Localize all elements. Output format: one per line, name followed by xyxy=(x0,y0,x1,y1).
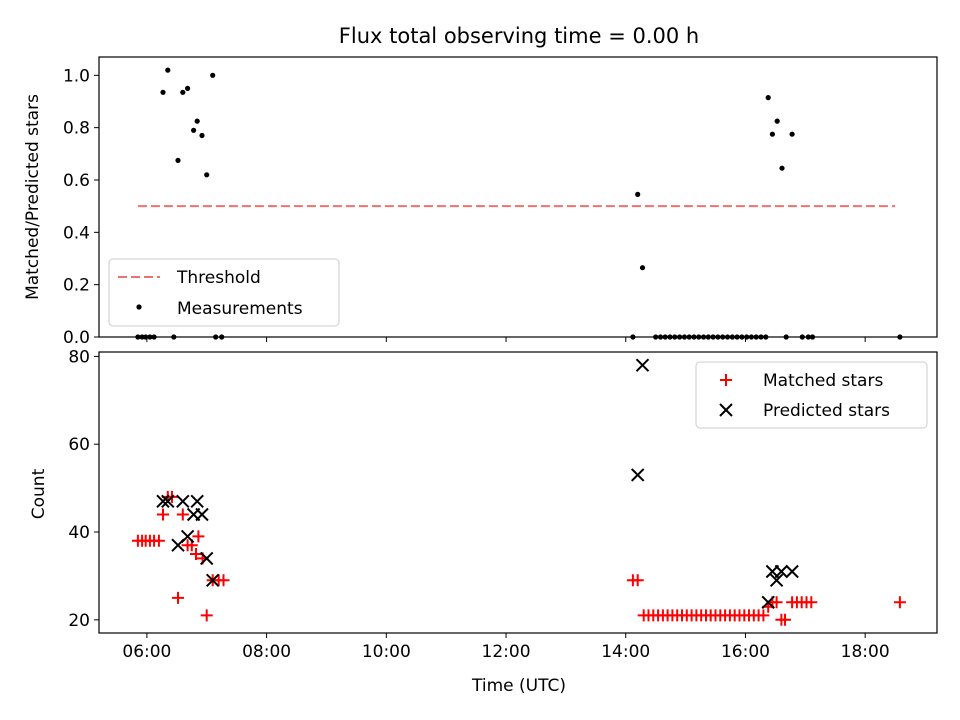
x-tick-label: 14:00 xyxy=(601,642,650,662)
top-plot-frame xyxy=(98,56,938,338)
matched-legend-swatch xyxy=(720,374,732,386)
measurement-point xyxy=(180,89,186,95)
predicted-star-point xyxy=(785,564,799,579)
predicted-legend-swatch xyxy=(719,403,733,417)
predicted-legend-label: Predicted stars xyxy=(763,401,890,421)
top-plot-panel: 0.0 0.2 0.4 0.6 0.8 1.0 Matched/Predicted sta… xyxy=(23,56,938,348)
x-tick-label: 06:00 xyxy=(122,642,171,662)
measurement-point xyxy=(639,265,646,271)
bottom-y-tick-label: 20 xyxy=(68,611,90,631)
bottom-plot-frame xyxy=(98,351,938,634)
measurement-point xyxy=(774,118,780,124)
matched-star-point xyxy=(893,596,906,609)
bottom-y-tick-label: 80 xyxy=(68,347,90,367)
measurement-point xyxy=(160,89,166,95)
top-legend: Threshold Measurements xyxy=(108,258,340,327)
matched-star-point xyxy=(157,508,169,521)
predicted-star-point xyxy=(190,494,204,509)
bottom-plot-panel: 20 40 60 80 06:00 08:00 10:00 12:00 14:00 16:00 1… xyxy=(29,347,938,696)
predicted-star-point xyxy=(769,573,784,588)
top-y-tick-label: 0.0 xyxy=(63,328,90,348)
x-tick-label: 10:00 xyxy=(362,642,411,662)
matched-star-point xyxy=(217,574,230,587)
measurement-point xyxy=(635,191,641,197)
top-legend-box xyxy=(108,258,340,327)
measurement-point xyxy=(210,72,216,78)
top-y-tick-label: 1.0 xyxy=(63,66,90,86)
predicted-star-point xyxy=(630,468,645,482)
x-tick-label: 16:00 xyxy=(721,642,770,662)
bottom-legend: Matched stars Predicted stars xyxy=(695,361,928,429)
top-y-tick-label: 0.6 xyxy=(63,171,90,191)
bottom-legend-box xyxy=(695,361,928,429)
predicted-star-point xyxy=(161,494,175,509)
measurement-point xyxy=(185,85,191,91)
measurement-point xyxy=(789,131,795,137)
x-axis-label: Time (UTC) xyxy=(471,676,566,696)
measurement-point xyxy=(204,172,210,178)
predicted-star-point xyxy=(176,494,190,509)
matched-star-point xyxy=(631,574,644,587)
matched-star-point xyxy=(757,609,770,622)
measurement-point xyxy=(769,131,776,137)
threshold-legend-label: Threshold xyxy=(176,268,261,288)
matched-star-point xyxy=(779,613,791,626)
predicted-star-point xyxy=(195,507,209,522)
predicted-star-point xyxy=(635,358,650,372)
measurement-point xyxy=(779,165,785,171)
x-tick-label: 18:00 xyxy=(841,642,890,662)
predicted-star-point xyxy=(199,551,214,566)
matched-star-point xyxy=(200,609,213,622)
matched-star-point xyxy=(152,534,165,547)
top-y-tick-label: 0.8 xyxy=(63,119,90,139)
measurement-point xyxy=(191,127,197,133)
bottom-y-tick-label: 60 xyxy=(68,435,90,455)
matched-star-point xyxy=(176,508,189,521)
measurement-point xyxy=(199,132,205,139)
figure-title: Flux total observing time = 0.00 h xyxy=(339,24,699,48)
bottom-y-axis: 20 40 60 80 xyxy=(68,347,99,631)
measurements-legend-label: Measurements xyxy=(177,299,303,319)
predicted-star-point xyxy=(205,573,220,588)
x-tick-label: 12:00 xyxy=(482,642,531,662)
top-y-tick-label: 0.4 xyxy=(63,223,90,243)
matched-star-point xyxy=(172,591,184,604)
bottom-y-tick-label: 40 xyxy=(68,523,90,543)
time-x-axis: 06:00 08:00 10:00 12:00 14:00 16:00 18:00 xyxy=(122,633,890,662)
count-marks xyxy=(131,358,906,626)
top-y-axis: 0.0 0.2 0.4 0.6 0.8 1.0 xyxy=(63,66,866,348)
top-y-tick-label: 0.2 xyxy=(63,276,90,296)
top-y-axis-label: Matched/Predicted stars xyxy=(23,94,43,300)
bottom-y-axis-label: Count xyxy=(29,468,49,519)
measurement-point xyxy=(165,67,171,73)
matched-legend-label: Matched stars xyxy=(763,371,883,391)
matched-star-point xyxy=(805,596,818,609)
measurements-legend-swatch xyxy=(136,304,142,310)
predicted-star-point xyxy=(156,494,170,509)
measurement-point xyxy=(194,118,200,124)
matched-star-point xyxy=(190,548,202,560)
matched-star-point xyxy=(770,596,783,609)
predicted-star-point xyxy=(180,529,195,544)
matched-star-point xyxy=(192,530,205,543)
measurement-point xyxy=(175,157,181,163)
measurement-point xyxy=(765,95,771,101)
predicted-star-point xyxy=(774,564,789,579)
predicted-star-point xyxy=(761,595,775,610)
x-tick-label: 08:00 xyxy=(242,642,291,662)
